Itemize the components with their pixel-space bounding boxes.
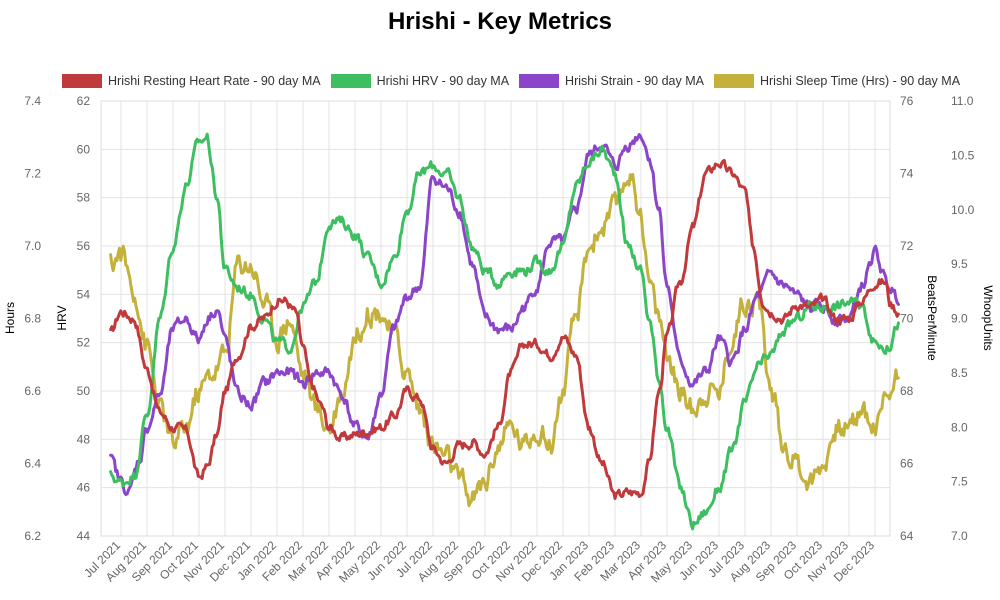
whoop-tick-label: 10.5 [951, 148, 975, 162]
hours-tick-label: 6.4 [24, 457, 41, 471]
legend-label: Hrishi Resting Heart Rate - 90 day MA [108, 74, 321, 88]
hrv-tick-label: 58 [77, 191, 91, 205]
whoop-tick-label: 9.5 [951, 257, 968, 271]
whoop-tick-label: 10.0 [951, 203, 975, 217]
hrv-tick-label: 52 [77, 336, 91, 350]
bpm-tick-label: 66 [900, 457, 914, 471]
hrv-tick-label: 56 [77, 239, 91, 253]
series-line-1 [109, 132, 900, 531]
chart-title: Hrishi - Key Metrics [387, 8, 613, 35]
whoop-tick-label: 7.5 [951, 475, 968, 489]
hours-tick-label: 7.0 [24, 239, 41, 253]
legend-item-resting-heart-rate[interactable]: Hrishi Resting Heart Rate - 90 day MA [62, 74, 321, 88]
hrv-tick-label: 62 [77, 94, 91, 108]
hours-tick-label: 6.2 [24, 529, 41, 543]
whoop-tick-label: 11.0 [951, 94, 974, 108]
whoop-tick-label: 9.0 [951, 312, 968, 326]
hrv-tick-label: 60 [77, 142, 91, 156]
hrv-axis-title: HRV [55, 305, 69, 330]
legend-swatch [713, 74, 754, 88]
hours-axis-title: Hours [3, 302, 17, 334]
legend-label: Hrishi Sleep Time (Hrs) - 90 day MA [759, 74, 961, 88]
bpm-tick-label: 72 [900, 239, 914, 253]
series-line-3 [109, 173, 900, 508]
hours-tick-label: 7.4 [24, 94, 41, 108]
legend-item-strain[interactable]: Hrishi Strain - 90 day MA [519, 74, 704, 88]
legend-swatch [62, 74, 102, 88]
bpm-tick-label: 76 [900, 94, 914, 108]
legend-item-hrv[interactable]: Hrishi HRV - 90 day MA [330, 74, 510, 88]
whoop-tick-label: 8.0 [951, 420, 968, 434]
legend-label: Hrishi Strain - 90 day MA [565, 74, 704, 88]
legend-label: Hrishi HRV - 90 day MA [376, 74, 510, 88]
hrv-tick-label: 50 [77, 384, 91, 398]
whoop-axis-title: WhoopUnits [981, 285, 995, 350]
bpm-tick-label: 70 [900, 312, 914, 326]
bpm-tick-label: 64 [900, 529, 914, 543]
bpm-axis-title: BeatsPerMinute [925, 275, 939, 361]
legend-swatch [330, 74, 371, 88]
whoop-tick-label: 7.0 [951, 529, 968, 543]
chart-legend: Hrishi Resting Heart Rate - 90 day MA Hr… [62, 74, 970, 88]
bpm-tick-label: 68 [900, 384, 914, 398]
hours-tick-label: 6.6 [24, 384, 41, 398]
hrv-tick-label: 54 [77, 287, 91, 301]
hrv-tick-label: 46 [77, 481, 91, 495]
plot-area [100, 100, 891, 537]
whoop-tick-label: 8.5 [951, 366, 968, 380]
hours-tick-label: 7.2 [24, 167, 41, 181]
series-line-2 [109, 133, 900, 496]
hrv-tick-label: 48 [77, 432, 91, 446]
series-line-0 [109, 159, 900, 500]
hours-tick-label: 6.8 [24, 312, 41, 326]
legend-item-sleep-time[interactable]: Hrishi Sleep Time (Hrs) - 90 day MA [713, 74, 961, 88]
hrv-tick-label: 44 [77, 529, 91, 543]
legend-swatch [519, 74, 560, 88]
bpm-tick-label: 74 [900, 167, 914, 181]
